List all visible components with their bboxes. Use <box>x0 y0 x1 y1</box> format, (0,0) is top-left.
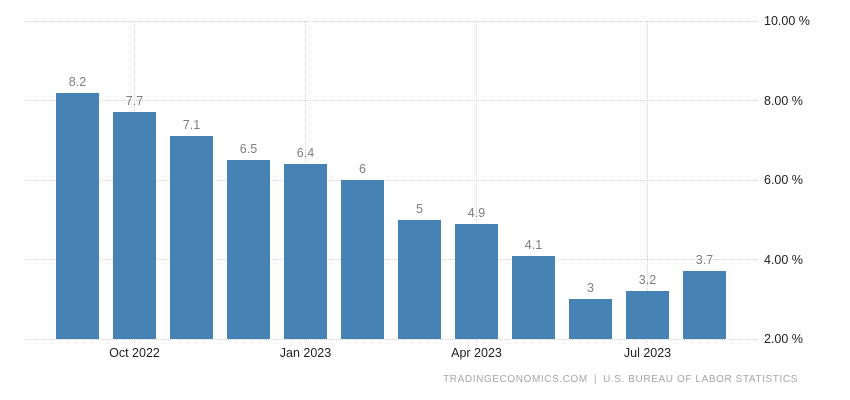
data-source-label: U.S. BUREAU OF LABOR STATISTICS <box>603 374 798 385</box>
bar-apr-2023[interactable]: 4.9 <box>455 206 498 339</box>
bar-feb-2023[interactable]: 6 <box>341 162 384 339</box>
bar-nov-2022[interactable]: 7.1 <box>170 118 213 339</box>
bar-jul-2023[interactable]: 3.2 <box>626 273 669 339</box>
gridline-jul-2023 <box>647 21 648 345</box>
bar-value-label: 6.5 <box>239 142 258 157</box>
x-axis-tick-label: Jul 2023 <box>623 346 672 360</box>
gridline-8pct <box>25 100 757 101</box>
bar-jan-2023[interactable]: 6.4 <box>284 146 327 339</box>
x-axis-tick-label: Oct 2022 <box>109 346 160 360</box>
bar-oct-2022[interactable]: 7.7 <box>113 94 156 339</box>
gridline-4pct <box>25 259 757 260</box>
bar-aug-2023[interactable]: 3.7 <box>683 253 726 339</box>
y-axis-tick-label: 8.00 % <box>764 93 803 108</box>
y-axis-tick-label: 6.00 % <box>764 173 803 187</box>
x-axis-tick-label: Apr 2023 <box>451 346 502 360</box>
bar-value-label: 7.7 <box>125 94 144 109</box>
y-axis-tick-label: 2.00 % <box>764 332 803 346</box>
bar-value-label: 3 <box>587 281 594 296</box>
bar-sep-2022[interactable]: 8.2 <box>56 75 99 339</box>
y-axis-tick-label: 10.00 % <box>764 14 810 28</box>
tradingeconomics-link[interactable]: TRADINGECONOMICS.COM <box>443 374 588 385</box>
bar-dec-2022[interactable]: 6.5 <box>227 142 270 339</box>
x-axis-tick-label: Jan 2023 <box>279 346 332 360</box>
bar-jun-2023[interactable]: 3 <box>569 281 612 339</box>
gridline-10pct <box>25 20 757 22</box>
gridline-6pct <box>25 179 757 181</box>
bar-value-label: 8.2 <box>68 74 87 89</box>
bar-value-label: 7.1 <box>182 118 201 133</box>
bar-value-label: 4.9 <box>467 205 486 220</box>
bar-value-label: 3.2 <box>638 273 657 288</box>
bar-may-2023[interactable]: 4.1 <box>512 238 555 339</box>
footer-separator: | <box>593 374 598 385</box>
bar-value-label: 3.7 <box>695 253 714 268</box>
bar-value-label: 5 <box>416 201 423 216</box>
attribution-footer: TRADINGECONOMICS.COM | U.S. BUREAU OF LABO… <box>443 374 798 385</box>
gridline-apr-2023 <box>476 21 477 345</box>
y-axis-tick-label: 4.00 % <box>764 252 803 267</box>
bar-value-label: 4.1 <box>524 237 543 252</box>
bar-mar-2023[interactable]: 5 <box>398 202 441 339</box>
bar-value-label: 6 <box>359 162 366 176</box>
bar-value-label: 6.4 <box>296 146 315 161</box>
gridline-2pct <box>25 338 757 340</box>
